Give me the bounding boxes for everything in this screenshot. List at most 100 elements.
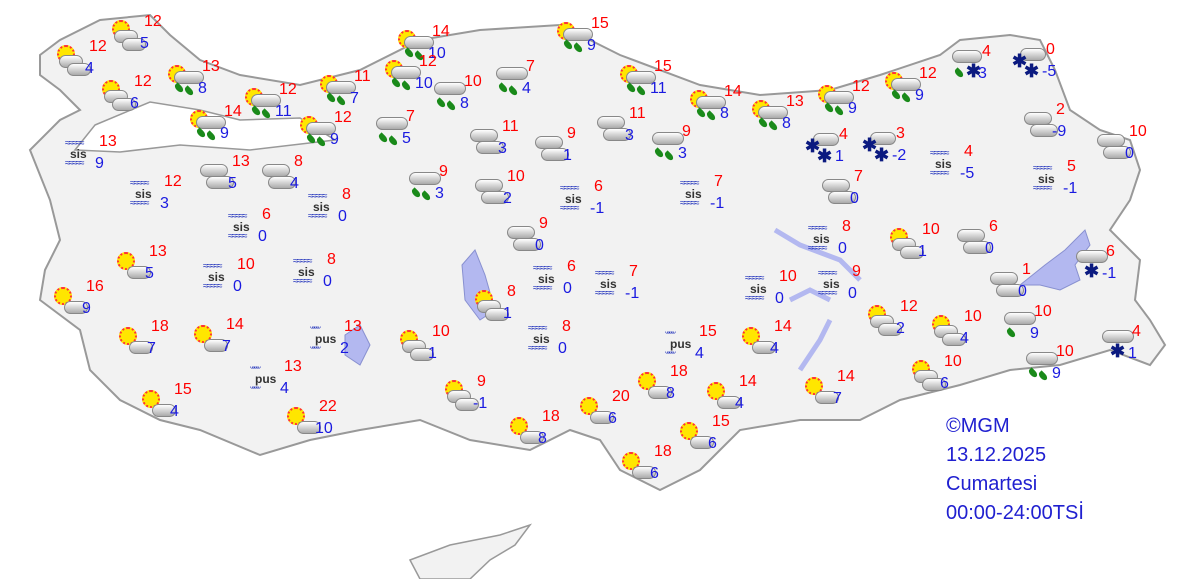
- weather-station[interactable]: 18 8: [508, 409, 568, 455]
- weather-station[interactable]: 15 9: [557, 16, 617, 62]
- weather-station[interactable]: ≈≈≈≈≈ ≈≈≈≈≈ sis 10 0: [203, 257, 263, 303]
- weather-station[interactable]: ≈≈≈≈≈ ≈≈≈≈≈ sis 13 9: [65, 134, 125, 180]
- weather-station[interactable]: 10 8: [430, 74, 490, 120]
- weather-station[interactable]: 15 4: [140, 382, 200, 428]
- weather-station[interactable]: 13 5: [198, 154, 258, 200]
- weather-station[interactable]: ≈≈≈≈≈ ≈≈≈≈≈ sis 8 0: [808, 219, 868, 265]
- cloudy-icon: [198, 160, 234, 190]
- max-temp: 8: [562, 318, 571, 335]
- weather-station[interactable]: 9 -1: [443, 374, 503, 420]
- weather-station[interactable]: ᵕᵕᵕᵕᵕ ᵕᵕᵕᵕᵕ pus 13 4: [250, 359, 310, 405]
- weather-station[interactable]: ᵕᵕᵕᵕᵕ ᵕᵕᵕᵕᵕ pus 15 4: [665, 324, 725, 370]
- weather-station[interactable]: 12 9: [300, 110, 360, 156]
- rain-sun-icon: [818, 85, 854, 117]
- weather-station[interactable]: 2 -9: [1022, 102, 1082, 148]
- weather-station[interactable]: 13 5: [115, 244, 175, 290]
- weather-station[interactable]: 18 8: [636, 364, 696, 410]
- cloud-icon: [652, 132, 684, 145]
- weather-station[interactable]: 12 5: [110, 14, 170, 60]
- weather-station[interactable]: 12 4: [55, 39, 115, 85]
- weather-station[interactable]: 10 2: [473, 169, 533, 215]
- weather-station[interactable]: ✱ 4 1: [1098, 324, 1158, 370]
- weather-station[interactable]: 12 9: [818, 79, 878, 125]
- weather-station[interactable]: 15 11: [620, 59, 680, 105]
- weather-station[interactable]: ✱ ✱ 4 1: [805, 127, 865, 173]
- max-temp: 0: [1046, 41, 1055, 58]
- weather-station[interactable]: ≈≈≈≈≈ ≈≈≈≈≈ sis 12 3: [130, 174, 190, 220]
- weather-station[interactable]: 14 7: [803, 369, 863, 415]
- haze-icon: ᵕᵕᵕᵕᵕ ᵕᵕᵕᵕᵕ pus: [250, 363, 284, 395]
- weather-station[interactable]: 13 8: [168, 59, 228, 105]
- weather-station[interactable]: 10 1: [398, 324, 458, 370]
- weather-station[interactable]: 12 6: [100, 74, 160, 120]
- weather-station[interactable]: 11 7: [320, 69, 380, 115]
- weather-station[interactable]: ≈≈≈≈≈ ≈≈≈≈≈ sis 8 0: [308, 187, 368, 233]
- weather-station[interactable]: ✱ ✱ 3 -2: [862, 126, 922, 172]
- sun-icon: [142, 390, 160, 408]
- weather-station[interactable]: ≈≈≈≈≈ ≈≈≈≈≈ sis 8 0: [528, 319, 588, 365]
- weather-station[interactable]: 10 4: [930, 309, 990, 355]
- weather-station[interactable]: 10 9: [1000, 304, 1060, 350]
- weather-station[interactable]: 11 3: [468, 119, 528, 165]
- weather-station[interactable]: ≈≈≈≈≈ ≈≈≈≈≈ sis 4 -5: [930, 144, 990, 190]
- weather-station[interactable]: ≈≈≈≈≈ ≈≈≈≈≈ sis 10 0: [745, 269, 805, 315]
- weather-station[interactable]: 10 0: [1095, 124, 1155, 170]
- weather-station[interactable]: 10 1: [888, 222, 948, 268]
- max-temp: 1: [1022, 261, 1031, 278]
- day-label: Cumartesi: [946, 473, 1038, 495]
- weather-station[interactable]: 14 4: [705, 374, 765, 420]
- weather-station[interactable]: ≈≈≈≈≈ ≈≈≈≈≈ sis 6 -1: [560, 179, 620, 225]
- weather-station[interactable]: 18 7: [117, 319, 177, 365]
- weather-station[interactable]: ≈≈≈≈≈ ≈≈≈≈≈ sis 9 0: [818, 264, 878, 310]
- wave-icon: ᵕᵕᵕᵕᵕ: [250, 363, 261, 374]
- weather-station[interactable]: 12 10: [385, 54, 445, 100]
- weather-station[interactable]: ≈≈≈≈≈ ≈≈≈≈≈ sis 6 0: [533, 259, 593, 305]
- weather-station[interactable]: 14 10: [398, 24, 458, 70]
- weather-station[interactable]: ✱ 4 3: [948, 44, 1008, 90]
- cloud-icon: [1004, 312, 1036, 325]
- weather-station[interactable]: 14 7: [192, 317, 252, 363]
- partly-cloudy-icon: [398, 330, 434, 361]
- weather-station[interactable]: 11 3: [595, 106, 655, 152]
- weather-station[interactable]: 12 11: [245, 82, 305, 128]
- weather-station[interactable]: ≈≈≈≈≈ ≈≈≈≈≈ sis 7 -1: [595, 264, 655, 310]
- weather-station[interactable]: 16 9: [52, 279, 112, 325]
- weather-station[interactable]: ≈≈≈≈≈ ≈≈≈≈≈ sis 8 0: [293, 252, 353, 298]
- weather-station[interactable]: ≈≈≈≈≈ ≈≈≈≈≈ sis 7 -1: [680, 174, 740, 220]
- snow-icon: ✱ ✱: [1012, 48, 1046, 80]
- weather-station[interactable]: 10 9: [1022, 344, 1082, 390]
- weather-station[interactable]: ≈≈≈≈≈ ≈≈≈≈≈ sis 6 0: [228, 207, 288, 253]
- weather-station[interactable]: ✱ ✱ 0 -5: [1012, 42, 1072, 88]
- max-temp: 12: [279, 81, 297, 98]
- fog-icon: ≈≈≈≈≈ ≈≈≈≈≈ sis: [533, 264, 567, 295]
- snowflake-icon: ✱: [817, 146, 833, 166]
- weather-station[interactable]: 20 6: [578, 389, 638, 435]
- weather-station[interactable]: ≈≈≈≈≈ ≈≈≈≈≈ sis 5 -1: [1033, 159, 1093, 205]
- fog-icon: ≈≈≈≈≈ ≈≈≈≈≈ sis: [293, 257, 327, 288]
- weather-station[interactable]: 10 6: [910, 354, 970, 400]
- weather-station[interactable]: 18 6: [620, 444, 680, 490]
- fog-label: sis: [533, 332, 550, 346]
- weather-station[interactable]: 14 4: [740, 319, 800, 365]
- max-temp: 5: [1067, 158, 1076, 175]
- weather-station[interactable]: 12 2: [866, 299, 926, 345]
- weather-station[interactable]: 14 9: [190, 104, 250, 150]
- weather-station[interactable]: 22 10: [285, 399, 345, 445]
- weather-station[interactable]: 15 6: [678, 414, 738, 460]
- weather-station[interactable]: ✱ 6 -1: [1072, 244, 1132, 290]
- weather-station[interactable]: 14 8: [690, 84, 750, 130]
- weather-station[interactable]: ᵕᵕᵕᵕᵕ ᵕᵕᵕᵕᵕ pus 13 2: [310, 319, 370, 365]
- weather-station[interactable]: 13 8: [752, 94, 812, 140]
- weather-station[interactable]: 12 9: [885, 66, 945, 112]
